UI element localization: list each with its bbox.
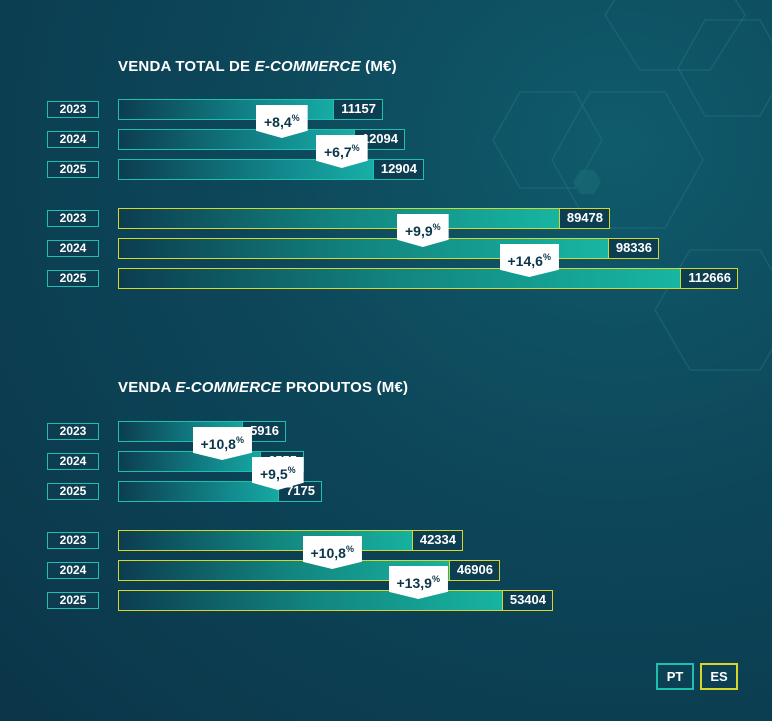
- bar-es: 42334: [118, 530, 463, 551]
- growth-value: +8,4: [264, 114, 292, 130]
- year-label: 2025: [47, 270, 99, 287]
- year-label: 2024: [47, 131, 99, 148]
- growth-percent: %: [351, 143, 360, 153]
- growth-badge: +9,5%: [252, 457, 304, 490]
- growth-badge: +9,9%: [397, 214, 449, 247]
- year-label: 2025: [47, 161, 99, 178]
- growth-badge: +14,6%: [499, 244, 559, 277]
- growth-percent: %: [542, 252, 551, 262]
- growth-value: +9,9: [405, 223, 433, 239]
- growth-percent: %: [431, 574, 440, 584]
- bar-value-label: 5916: [242, 422, 285, 441]
- growth-percent: %: [345, 544, 354, 554]
- bar-fill: [119, 591, 552, 610]
- year-label: 2025: [47, 592, 99, 609]
- bar-pt: 12904: [118, 159, 424, 180]
- growth-value: +10,8: [310, 545, 346, 561]
- growth-percent: %: [235, 435, 244, 445]
- year-label: 2024: [47, 453, 99, 470]
- year-label: 2023: [47, 101, 99, 118]
- chart-title-prefix: VENDA: [118, 379, 176, 396]
- bar-value-label: 42334: [411, 531, 462, 550]
- bar-fill: [119, 239, 658, 258]
- bar-value-label: 12904: [372, 160, 423, 179]
- growth-percent: %: [287, 465, 296, 475]
- chart-title-italic: E-COMMERCE: [254, 58, 361, 75]
- growth-value: +13,9: [396, 575, 432, 591]
- legend-es-button[interactable]: ES: [700, 663, 738, 690]
- bar-value-label: 11157: [333, 100, 382, 119]
- chart-title-suffix: (M€): [360, 58, 397, 75]
- year-label: 2023: [47, 532, 99, 549]
- growth-value: +9,5: [260, 466, 288, 482]
- year-label: 2023: [47, 423, 99, 440]
- growth-badge: +6,7%: [316, 135, 368, 168]
- bar-pt: 11157: [118, 99, 383, 120]
- chart-title-prefix: VENDA TOTAL DE: [118, 58, 255, 75]
- bar-fill: [119, 209, 609, 228]
- bar-value-label: 89478: [558, 209, 609, 228]
- year-label: 2024: [47, 562, 99, 579]
- growth-percent: %: [432, 222, 441, 232]
- chart-title: VENDA TOTAL DE E-COMMERCE (M€): [118, 58, 397, 75]
- chart-title-italic: E-COMMERCE: [175, 379, 282, 396]
- year-label: 2023: [47, 210, 99, 227]
- bar-es: 53404: [118, 590, 553, 611]
- growth-badge: +8,4%: [256, 105, 308, 138]
- year-label: 2024: [47, 240, 99, 257]
- growth-value: +14,6: [507, 253, 543, 269]
- bar-fill: [119, 269, 737, 288]
- growth-percent: %: [291, 113, 300, 123]
- growth-badge: +10,8%: [302, 536, 362, 569]
- growth-badge: +13,9%: [388, 566, 448, 599]
- bar-value-label: 98336: [607, 239, 658, 258]
- bar-es: 98336: [118, 238, 659, 259]
- bar-es: 112666: [118, 268, 738, 289]
- growth-value: +10,8: [200, 436, 236, 452]
- bar-value-label: 53404: [501, 591, 552, 610]
- chart-title: VENDA E-COMMERCE PRODUTOS (M€): [118, 379, 408, 396]
- bar-value-label: 46906: [448, 561, 499, 580]
- bar-fill: [119, 100, 382, 119]
- growth-value: +6,7: [324, 144, 352, 160]
- legend-pt-button[interactable]: PT: [656, 663, 694, 690]
- chart-title-suffix: PRODUTOS (M€): [281, 379, 409, 396]
- bar-value-label: 112666: [680, 269, 737, 288]
- growth-badge: +10,8%: [192, 427, 252, 460]
- bar-fill: [119, 531, 462, 550]
- bar-es: 89478: [118, 208, 610, 229]
- year-label: 2025: [47, 483, 99, 500]
